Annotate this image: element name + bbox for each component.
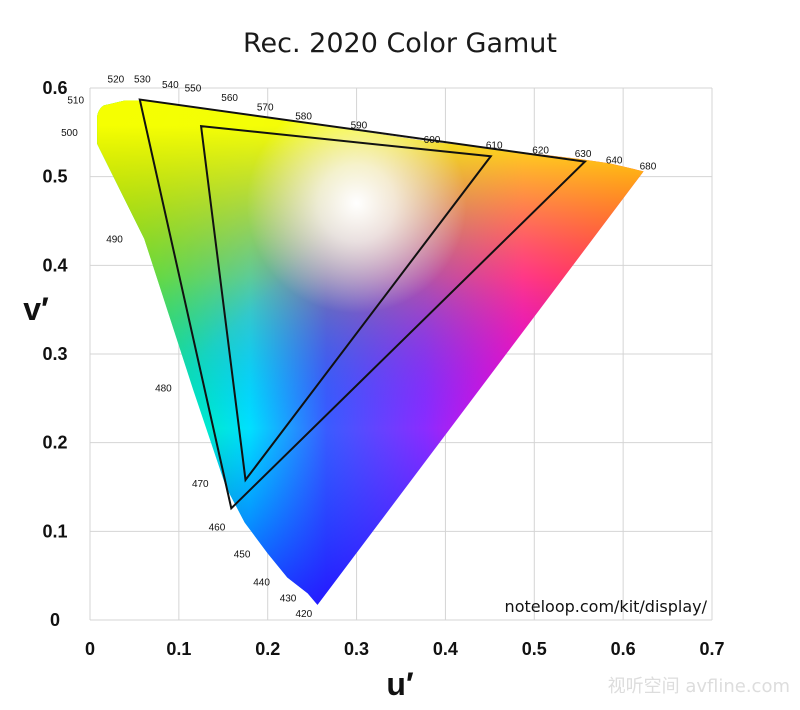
x-tick-labels: 0 0.1 0.2 0.3 0.4 0.5 0.6 0.7 [85, 639, 725, 659]
wavelength-label: 680 [640, 161, 657, 172]
y-tick-labels: 0 0.1 0.2 0.3 0.4 0.5 0.6 [42, 78, 67, 630]
x-tick-label: 0.2 [255, 639, 280, 659]
wavelength-label: 430 [280, 593, 297, 604]
wavelength-label: 500 [61, 128, 78, 139]
wavelength-label: 460 [209, 522, 226, 533]
y-tick-label: 0 [50, 610, 60, 630]
wavelength-label: 620 [532, 146, 549, 157]
x-tick-label: 0.3 [344, 639, 369, 659]
wavelength-label: 530 [134, 74, 151, 85]
wavelength-label: 480 [155, 383, 172, 394]
wavelength-label: 540 [162, 80, 179, 91]
y-tick-label: 0.4 [42, 255, 67, 275]
y-tick-label: 0.5 [42, 167, 67, 187]
wavelength-label: 450 [234, 550, 251, 561]
y-tick-label: 0.2 [42, 433, 67, 453]
y-axis-label: v′ [23, 291, 49, 327]
x-tick-label: 0 [85, 639, 95, 659]
wavelength-label: 560 [221, 93, 238, 104]
watermark: 视听空间 avfline.com [608, 676, 790, 697]
wavelength-label: 550 [185, 84, 202, 95]
wavelength-labels: 420 430 440 450 460 470 480 490 500 510 520 530 540 5… [61, 74, 657, 620]
wavelength-label: 440 [253, 577, 270, 588]
credit-text: noteloop.com/kit/display/ [505, 597, 708, 616]
y-tick-label: 0.3 [42, 344, 67, 364]
wavelength-label: 640 [606, 155, 623, 166]
wavelength-label: 610 [486, 140, 503, 151]
gamut-triangle-1 [138, 98, 588, 511]
wavelength-label: 600 [424, 135, 441, 146]
gamut-triangles [138, 98, 588, 511]
x-tick-label: 0.4 [433, 639, 458, 659]
x-tick-label: 0.1 [166, 639, 191, 659]
wavelength-label: 630 [575, 149, 592, 160]
x-axis-label: u′ [386, 666, 414, 702]
wavelength-label: 510 [67, 96, 84, 107]
wavelength-label: 420 [295, 609, 312, 620]
y-tick-label: 0.1 [42, 521, 67, 541]
wavelength-label: 580 [295, 112, 312, 123]
wavelength-label: 470 [192, 479, 209, 490]
x-tick-label: 0.5 [522, 639, 547, 659]
y-tick-label: 0.6 [42, 78, 67, 98]
wavelength-label: 490 [106, 235, 123, 246]
wavelength-label: 570 [257, 102, 274, 113]
gamut-triangle-0 [199, 125, 493, 483]
x-tick-label: 0.7 [699, 639, 724, 659]
x-tick-label: 0.6 [611, 639, 636, 659]
wavelength-label: 590 [351, 121, 368, 132]
chart-title: Rec. 2020 Color Gamut [243, 28, 557, 59]
wavelength-label: 520 [108, 74, 125, 85]
